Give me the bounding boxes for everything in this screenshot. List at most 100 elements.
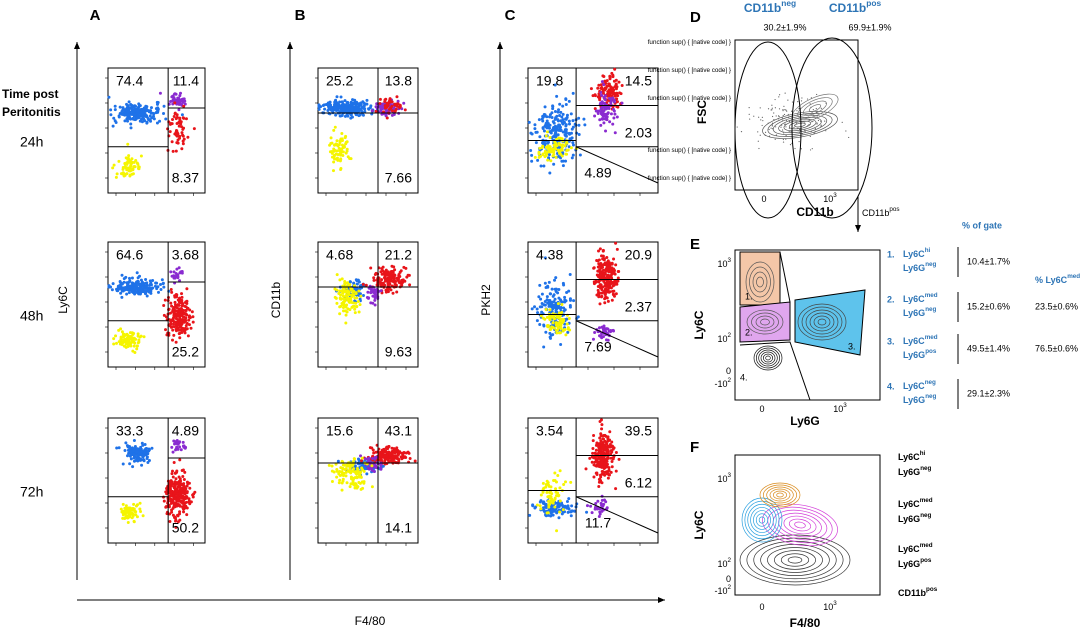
y-axis-label: CD11b — [269, 281, 283, 318]
event-dot — [341, 294, 345, 298]
y-axis-label: Ly6C — [692, 510, 706, 539]
gate-number: 3. — [848, 341, 856, 351]
event-dot — [149, 109, 153, 113]
event-dot — [813, 132, 815, 134]
event-dot — [132, 502, 136, 506]
event-dot — [162, 304, 166, 308]
gate-line — [779, 251, 791, 303]
event-dot — [111, 166, 115, 170]
event-dot — [553, 479, 557, 483]
group-header-base: CD11b — [744, 1, 781, 15]
quadrant-value: 50.2 — [172, 520, 199, 536]
plot-frame — [317, 417, 419, 544]
event-dot — [180, 330, 184, 334]
event-dot — [183, 488, 187, 492]
event-dot — [120, 343, 124, 347]
plot-frame — [317, 241, 419, 368]
contour — [817, 318, 827, 326]
event-dot — [552, 300, 556, 304]
event-dot — [810, 130, 812, 132]
event-dot — [363, 457, 367, 461]
event-dot — [345, 104, 349, 108]
event-dot — [600, 106, 604, 110]
event-dot — [603, 466, 607, 470]
event-dot — [125, 107, 129, 111]
event-dot — [341, 463, 345, 467]
event-dot — [135, 109, 139, 113]
contour — [755, 513, 769, 527]
event-dot — [570, 156, 574, 160]
event-dot — [541, 490, 545, 494]
event-dot — [558, 136, 562, 140]
event-dot — [814, 131, 816, 133]
event-dot — [182, 485, 186, 489]
event-dot — [783, 105, 785, 107]
event-dot — [347, 283, 351, 287]
event-dot — [185, 299, 189, 303]
event-dot — [173, 112, 177, 116]
event-dot — [340, 488, 344, 492]
event-dot — [164, 328, 168, 332]
event-dot — [180, 147, 184, 151]
event-dot — [128, 462, 132, 466]
event-dot — [349, 482, 353, 486]
event-dot — [538, 323, 542, 327]
event-dot — [174, 477, 178, 481]
event-dot — [610, 460, 614, 464]
event-dot — [114, 334, 118, 338]
event-dot — [111, 282, 115, 286]
event-dot — [554, 328, 558, 332]
event-dot — [825, 102, 827, 104]
event-dot — [178, 307, 182, 311]
event-dot — [533, 305, 537, 309]
event-dot — [171, 513, 175, 517]
event-dot — [140, 289, 144, 293]
event-dot — [816, 122, 818, 124]
event-dot — [168, 122, 172, 126]
event-dot — [614, 241, 618, 245]
event-dot — [614, 469, 618, 473]
event-dot — [598, 477, 602, 481]
event-dot — [603, 276, 607, 280]
event-dot — [612, 100, 616, 104]
contour — [797, 97, 833, 119]
y-tick-label-sup: function sup() { [native code] } — [648, 147, 731, 154]
event-dot — [561, 328, 565, 332]
event-dot — [365, 98, 369, 102]
event-dot — [816, 93, 818, 96]
event-dot — [146, 461, 150, 465]
event-dot — [545, 479, 549, 483]
event-dot — [570, 509, 574, 513]
event-dot — [560, 115, 564, 119]
event-dot — [606, 285, 610, 289]
legend-entry: Ly6Gpos — [898, 557, 932, 570]
event-dot — [593, 107, 597, 111]
event-dot — [150, 446, 154, 450]
event-dot — [169, 301, 173, 305]
legend-entry-base: Ly6C — [898, 499, 920, 509]
event-dot — [774, 138, 776, 140]
event-dot — [607, 473, 611, 477]
event-dot — [177, 100, 181, 104]
event-dot — [369, 266, 373, 270]
gate-name: Ly6Gneg — [903, 261, 937, 274]
event-dot — [182, 510, 186, 514]
event-dot — [114, 121, 118, 125]
gate-name-sup: med — [925, 292, 938, 299]
event-dot — [804, 122, 806, 124]
event-dot — [190, 310, 194, 314]
event-dot — [140, 114, 144, 118]
event-dot — [358, 474, 362, 478]
event-dot — [561, 143, 565, 147]
event-dot — [354, 109, 358, 113]
y-tick-label-sup: function sup() { [native code] } — [648, 39, 731, 46]
event-dot — [547, 280, 551, 284]
event-dot — [551, 321, 555, 325]
contour — [747, 503, 777, 537]
event-dot — [354, 483, 358, 487]
event-dot — [591, 451, 595, 455]
legend-entry: Ly6Chi — [898, 450, 926, 463]
event-dot — [605, 84, 609, 88]
y-tick-label: function sup() { [native code] } — [648, 95, 731, 102]
event-dot — [172, 270, 176, 274]
